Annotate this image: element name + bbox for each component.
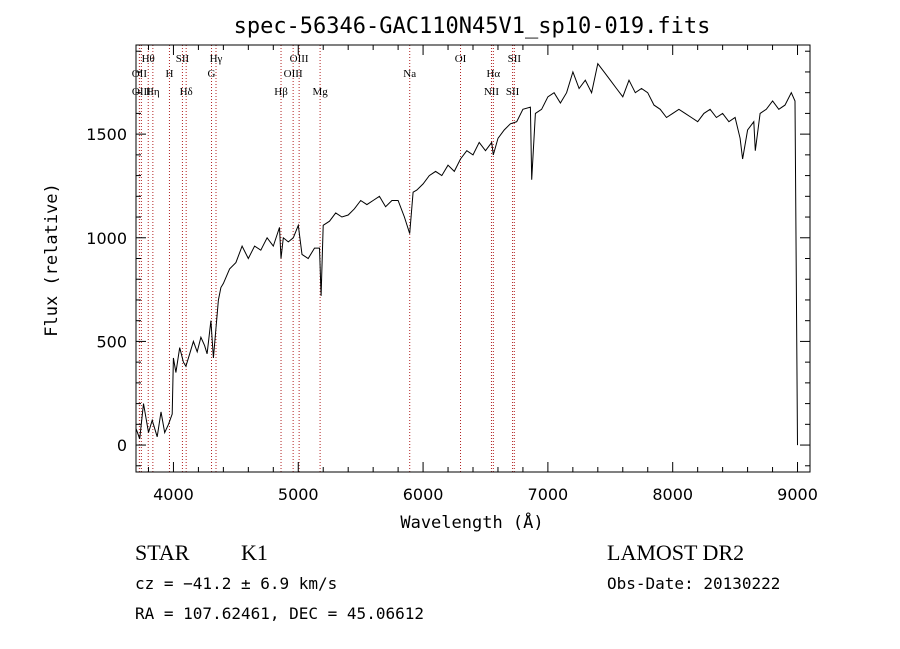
axis-tick-labels: 4000 5000 6000 7000 8000 9000 0 500 1000 1500 xyxy=(86,125,818,504)
x-tick-label: 6000 xyxy=(403,485,444,504)
survey-label: LAMOST DR2 xyxy=(607,540,744,565)
spectral-line-label: SII xyxy=(508,53,522,65)
spectral-line-label: OIII xyxy=(290,53,309,65)
x-tick-label: 8000 xyxy=(652,485,693,504)
chart-title: spec-56346-GAC110N45V1_sp10-019.fits xyxy=(234,14,711,39)
x-tick-label: 9000 xyxy=(777,485,818,504)
spectrum-line xyxy=(135,62,798,446)
spectral-line-label: OIII xyxy=(284,68,303,80)
spectral-line-label: OII xyxy=(132,68,148,80)
spectral-line-label: SII xyxy=(506,86,520,98)
y-tick-label: 1500 xyxy=(86,125,127,144)
spectral-line-label: Hα xyxy=(486,68,500,80)
obs-date-label: Obs-Date: 20130222 xyxy=(607,574,780,593)
x-tick-label: 4000 xyxy=(153,485,194,504)
spectral-line-label: H xyxy=(165,68,173,80)
spectral-line-label: Na xyxy=(403,68,416,80)
spectral-line-label: Hδ xyxy=(180,86,193,98)
spectral-line-label: SII xyxy=(176,53,190,65)
coordinates-label: RA = 107.62461, DEC = 45.06612 xyxy=(135,604,424,623)
spectral-line-label: Mg xyxy=(312,86,328,98)
spectral-line-label: G xyxy=(208,68,216,80)
spectral-line-label: OI xyxy=(455,53,467,65)
x-tick-label: 7000 xyxy=(528,485,569,504)
spectral-line-label: Hγ xyxy=(210,53,223,65)
x-tick-label: 5000 xyxy=(278,485,319,504)
y-tick-label: 500 xyxy=(96,332,127,351)
y-tick-label: 0 xyxy=(117,436,127,455)
y-tick-label: 1000 xyxy=(86,229,127,248)
axis-ticks xyxy=(136,45,810,472)
subclass-label: K1 xyxy=(241,540,268,565)
spectral-line-label: Hθ xyxy=(142,53,155,65)
y-axis-label: Flux (relative) xyxy=(42,183,62,337)
redshift-label: cz = −41.2 ± 6.9 km/s xyxy=(135,574,337,593)
spectral-line-label: OIII xyxy=(132,86,151,98)
class-label: STAR xyxy=(135,540,190,565)
x-axis-label: Wavelength (Å) xyxy=(400,511,543,533)
spectral-line-markers xyxy=(138,45,515,472)
spectral-line-label: NII xyxy=(484,86,500,98)
spectral-line-label: Hβ xyxy=(274,86,288,98)
plot-frame xyxy=(135,44,811,473)
spectral-line-label: Hη xyxy=(146,86,160,98)
